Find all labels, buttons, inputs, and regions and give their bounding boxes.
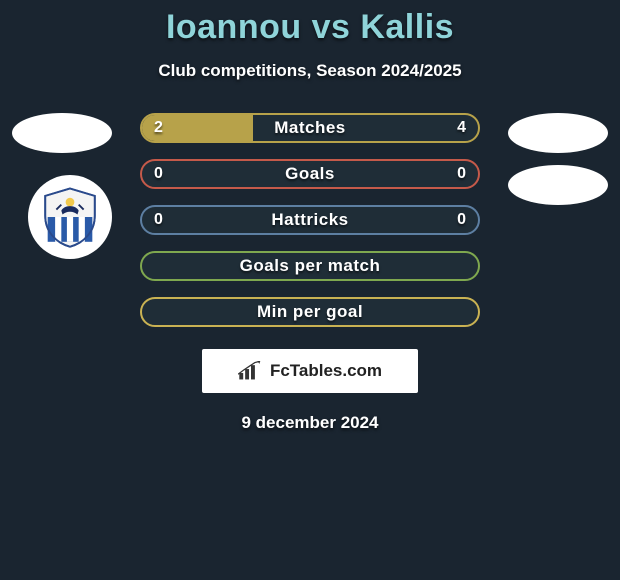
stat-label: Goals — [142, 164, 478, 184]
stat-bar-matches: 2 Matches 4 — [140, 113, 480, 143]
stat-label: Goals per match — [142, 256, 478, 276]
stat-label: Min per goal — [142, 302, 478, 322]
date-text: 9 december 2024 — [0, 413, 620, 433]
stat-right-value: 0 — [457, 165, 466, 183]
page-title: Ioannou vs Kallis — [0, 8, 620, 47]
stat-right-value: 4 — [457, 119, 466, 137]
player1-avatar-placeholder — [12, 113, 112, 153]
stat-bar-min-per-goal: Min per goal — [140, 297, 480, 327]
player2-club-placeholder — [508, 165, 608, 205]
watermark: FcTables.com — [202, 349, 418, 393]
bar-chart-icon — [238, 361, 264, 381]
comparison-area: 2 Matches 4 0 Goals 0 0 Hattricks 0 Goal… — [0, 113, 620, 343]
stat-label: Hattricks — [142, 210, 478, 230]
stat-label: Matches — [142, 118, 478, 138]
club-crest-icon — [39, 186, 101, 248]
player2-avatar-placeholder — [508, 113, 608, 153]
container: Ioannou vs Kallis Club competitions, Sea… — [0, 0, 620, 580]
page-subtitle: Club competitions, Season 2024/2025 — [0, 61, 620, 81]
stat-right-value: 0 — [457, 211, 466, 229]
stat-bar-goals: 0 Goals 0 — [140, 159, 480, 189]
stat-bars: 2 Matches 4 0 Goals 0 0 Hattricks 0 Goal… — [140, 113, 480, 343]
player1-club-crest — [28, 175, 112, 259]
watermark-text: FcTables.com — [270, 361, 382, 381]
stat-bar-hattricks: 0 Hattricks 0 — [140, 205, 480, 235]
stat-bar-goals-per-match: Goals per match — [140, 251, 480, 281]
